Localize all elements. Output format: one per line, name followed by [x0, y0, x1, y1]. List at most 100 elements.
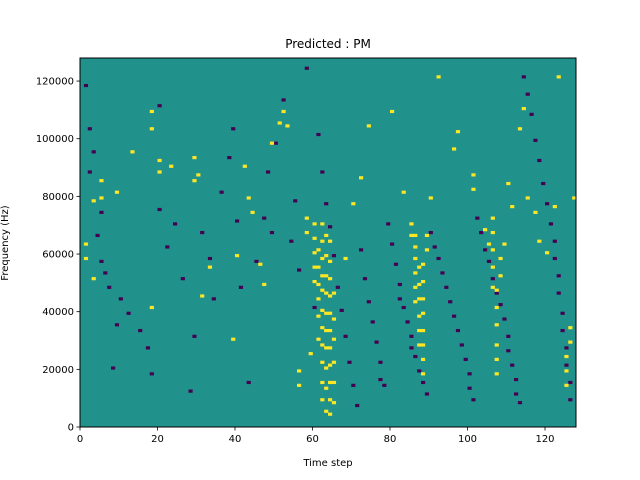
- heatmap-cell-high: [413, 300, 418, 304]
- heatmap-cell-low: [227, 156, 232, 160]
- heatmap-cell-low: [393, 262, 399, 266]
- heatmap-cell-low: [506, 334, 511, 338]
- heatmap-cell-low: [328, 225, 333, 229]
- heatmap-cell-high: [324, 346, 329, 350]
- heatmap-cell-high: [428, 196, 433, 200]
- heatmap-cell-high: [196, 173, 201, 177]
- heatmap-cell-high: [455, 130, 461, 134]
- heatmap-cell-high: [83, 242, 89, 246]
- heatmap-cell-low: [304, 66, 309, 70]
- heatmap-cell-low: [114, 323, 120, 327]
- heatmap-cell-high: [490, 265, 495, 269]
- heatmap-cell-low: [506, 349, 511, 353]
- heatmap-cell-low: [545, 202, 550, 206]
- heatmap-cell-high: [417, 314, 422, 318]
- heatmap-cell-high: [413, 233, 418, 238]
- heatmap-cell-high: [324, 233, 329, 238]
- heatmap-cell-high: [246, 196, 251, 200]
- heatmap-cell-low: [471, 398, 476, 402]
- heatmap-cell-high: [157, 170, 162, 174]
- heatmap-cell-low: [293, 199, 298, 203]
- heatmap-cell-low: [343, 334, 348, 338]
- heatmap-cell-high: [99, 179, 104, 183]
- heatmap-cell-low: [521, 75, 526, 79]
- heatmap-cell-high: [568, 326, 573, 330]
- heatmap-cell-high: [316, 297, 321, 301]
- heatmap-cell-low: [235, 219, 240, 223]
- heatmap-cell-high: [483, 228, 488, 232]
- heatmap-cell-low: [370, 320, 375, 324]
- heatmap-cell-high: [409, 233, 414, 238]
- heatmap-cell-high: [269, 141, 275, 145]
- heatmap-cell-high: [331, 337, 337, 341]
- heatmap-cell-low: [211, 297, 216, 301]
- x-tick-label: 60: [306, 434, 319, 445]
- heatmap-cell-low: [351, 383, 356, 387]
- heatmap-cell-low: [312, 305, 317, 310]
- heatmap-cell-high: [328, 380, 333, 385]
- heatmap-cell-low: [157, 207, 162, 212]
- heatmap-cell-high: [324, 311, 329, 315]
- heatmap-cell-low: [95, 233, 100, 238]
- heatmap-cell-low: [502, 317, 507, 321]
- plot-area: [79, 57, 577, 428]
- heatmap-cell-low: [316, 132, 321, 137]
- heatmap-cell-low: [262, 216, 267, 220]
- heatmap-cell-high: [552, 205, 557, 209]
- heatmap-cell-high: [277, 121, 282, 125]
- heatmap-cell-low: [529, 112, 534, 116]
- heatmap-cell-low: [180, 277, 185, 281]
- heatmap-cell-high: [564, 354, 569, 359]
- heatmap-cell-high: [351, 202, 356, 206]
- heatmap-cell-high: [421, 372, 426, 376]
- heatmap-cell-low: [409, 346, 414, 350]
- heatmap-cell-high: [320, 398, 325, 402]
- heatmap-cell-high: [413, 245, 418, 249]
- heatmap-cell-low: [157, 104, 162, 108]
- heatmap-cell-low: [126, 311, 131, 315]
- heatmap-cell-low: [238, 285, 244, 289]
- heatmap-cell-low: [111, 366, 116, 370]
- heatmap-cell-high: [312, 265, 317, 269]
- heatmap-cell-high: [417, 297, 422, 301]
- heatmap-cell-high: [281, 109, 286, 114]
- heatmap-cell-low: [401, 305, 406, 310]
- heatmap-cell-low: [382, 383, 387, 387]
- heatmap-cell-high: [331, 291, 337, 295]
- heatmap-cell-high: [572, 196, 577, 200]
- heatmap-cell-low: [409, 334, 414, 338]
- heatmap-cell-high: [556, 75, 561, 79]
- heatmap-cell-high: [486, 242, 492, 246]
- x-tick-label: 120: [535, 434, 554, 445]
- heatmap-cell-low: [479, 230, 484, 235]
- heatmap-cell-low: [533, 138, 538, 142]
- heatmap-cell-high: [304, 230, 309, 235]
- heatmap-cell-low: [103, 271, 108, 275]
- heatmap-cell-high: [308, 352, 313, 356]
- heatmap-cell-low: [231, 127, 236, 131]
- heatmap-cell-low: [219, 190, 224, 194]
- y-tick-label: 120000: [36, 77, 74, 88]
- heatmap-cell-low: [87, 127, 92, 131]
- heatmap-cell-high: [328, 398, 333, 402]
- plot-frame: [79, 57, 577, 428]
- heatmap-cell-low: [452, 314, 457, 318]
- heatmap-cell-high: [328, 412, 333, 416]
- heatmap-cell-high: [316, 282, 321, 287]
- heatmap-cell-high: [494, 305, 499, 310]
- heatmap-cell-high: [169, 164, 174, 168]
- heatmap-cell-high: [328, 311, 333, 315]
- heatmap-cell-high: [417, 343, 422, 347]
- heatmap-cell-low: [467, 386, 472, 390]
- heatmap-cell-high: [250, 210, 255, 214]
- heatmap-cell-low: [552, 256, 557, 261]
- heatmap-cell-high: [200, 294, 205, 298]
- heatmap-cell-high: [421, 343, 426, 347]
- heatmap-cell-high: [99, 196, 104, 200]
- heatmap-cell-high: [471, 173, 476, 177]
- heatmap-cell-high: [320, 274, 325, 278]
- heatmap-cell-high: [490, 248, 495, 252]
- heatmap-cell-low: [413, 354, 418, 359]
- heatmap-cell-high: [331, 380, 337, 385]
